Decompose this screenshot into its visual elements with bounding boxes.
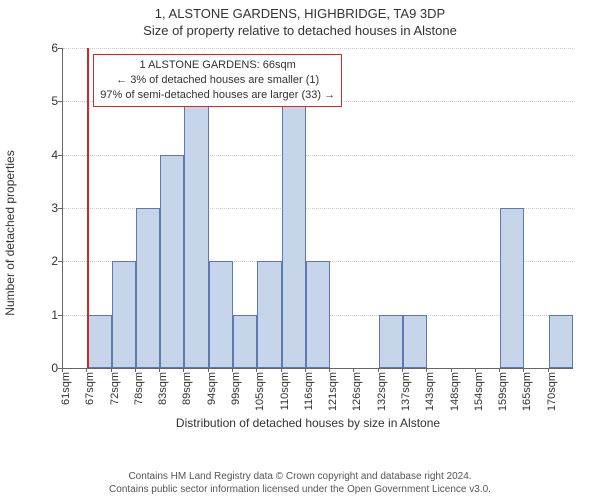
x-tick-label: 78sqm	[133, 372, 145, 405]
x-tick-label: 67sqm	[84, 372, 96, 405]
reference-line	[87, 48, 89, 368]
attribution-line-2: Contains public sector information licen…	[0, 483, 600, 496]
y-tick-label: 6	[42, 41, 58, 55]
page-subtitle: Size of property relative to detached ho…	[0, 21, 600, 38]
x-tick-label: 83sqm	[157, 372, 169, 405]
bar	[306, 261, 330, 368]
x-tick-label: 105sqm	[254, 372, 266, 411]
page: 1, ALSTONE GARDENS, HIGHBRIDGE, TA9 3DP …	[0, 0, 600, 500]
bar	[500, 208, 524, 368]
bar	[403, 315, 427, 368]
annotation-box: 1 ALSTONE GARDENS: 66sqm ← 3% of detache…	[93, 54, 342, 107]
attribution-line-1: Contains HM Land Registry data © Crown c…	[0, 470, 600, 483]
x-axis-label: Distribution of detached houses by size …	[34, 416, 582, 430]
bar	[112, 261, 136, 368]
x-tick-label: 132sqm	[376, 372, 388, 411]
x-tick-label: 94sqm	[206, 372, 218, 405]
y-axis-label: Number of detached properties	[3, 150, 17, 315]
x-tick-label: 148sqm	[449, 372, 461, 411]
attribution: Contains HM Land Registry data © Crown c…	[0, 470, 600, 496]
x-tick-label: 61sqm	[60, 372, 72, 405]
y-tick-label: 0	[42, 361, 58, 375]
x-tick-label: 89sqm	[181, 372, 193, 405]
bar	[282, 101, 306, 368]
chart-area: Number of detached properties 0123456 1 …	[34, 48, 582, 418]
bar	[209, 261, 233, 368]
x-tick-label: 72sqm	[109, 372, 121, 405]
bar	[136, 208, 160, 368]
x-tick-label: 165sqm	[521, 372, 533, 411]
annotation-line-1: 1 ALSTONE GARDENS: 66sqm	[100, 58, 335, 73]
x-tick-label: 137sqm	[400, 372, 412, 411]
annotation-line-3: 97% of semi-detached houses are larger (…	[100, 88, 335, 103]
annotation-line-2: ← 3% of detached houses are smaller (1)	[100, 73, 335, 88]
x-tick-label: 143sqm	[424, 372, 436, 411]
bar	[233, 315, 257, 368]
x-tick-label: 126sqm	[351, 372, 363, 411]
x-tick-label: 99sqm	[230, 372, 242, 405]
y-tick-label: 5	[42, 94, 58, 108]
y-tick-label: 2	[42, 254, 58, 268]
x-tick-label: 170sqm	[546, 372, 558, 411]
y-tick-label: 3	[42, 201, 58, 215]
x-tick-label: 154sqm	[473, 372, 485, 411]
bar	[257, 261, 281, 368]
x-tick-label: 159sqm	[497, 372, 509, 411]
y-tick-label: 4	[42, 148, 58, 162]
x-tick-label: 110sqm	[279, 372, 291, 410]
bar	[87, 315, 111, 368]
bar	[549, 315, 573, 368]
bar	[160, 155, 184, 368]
bar	[184, 101, 208, 368]
x-tick-label: 116sqm	[303, 372, 315, 410]
y-tick-label: 1	[42, 308, 58, 322]
bar	[379, 315, 403, 368]
x-tick-label: 121sqm	[327, 372, 339, 411]
page-title: 1, ALSTONE GARDENS, HIGHBRIDGE, TA9 3DP	[0, 0, 600, 21]
plot-area: 1 ALSTONE GARDENS: 66sqm ← 3% of detache…	[62, 48, 573, 369]
